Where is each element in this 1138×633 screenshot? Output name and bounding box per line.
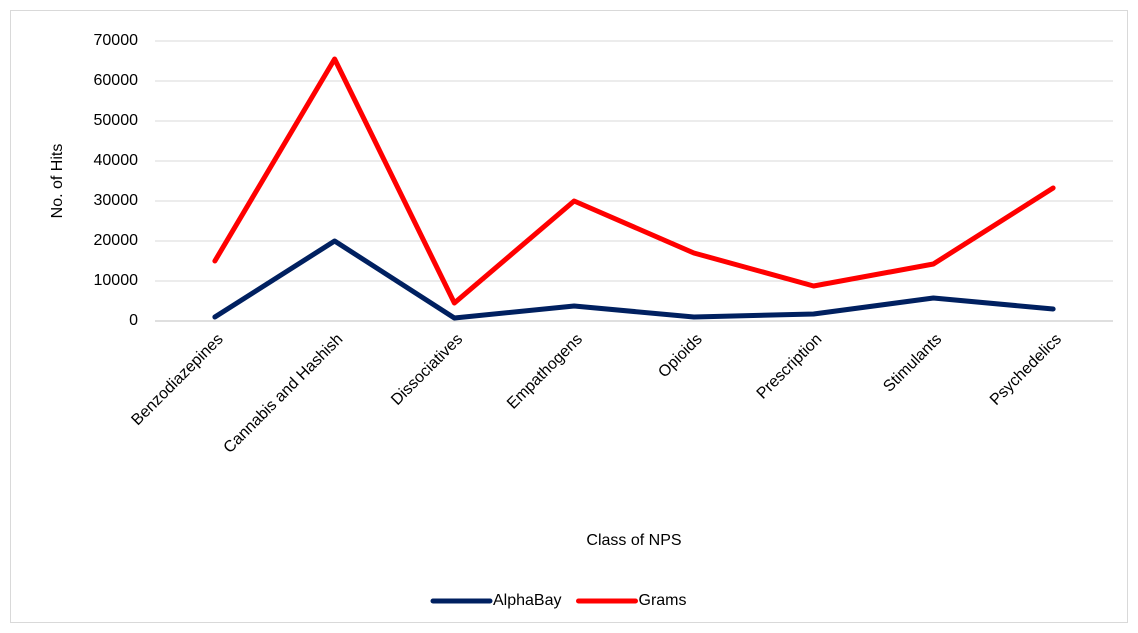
y-tick-label: 20000 (94, 232, 139, 249)
y-tick-label: 50000 (94, 112, 139, 129)
y-tick-label: 30000 (94, 192, 139, 209)
y-tick-label: 60000 (94, 72, 139, 89)
y-tick-label: 40000 (94, 152, 139, 169)
y-axis-title: No. of Hits (49, 144, 66, 219)
y-tick-label: 0 (129, 312, 138, 329)
series-line (212, 238, 1056, 321)
legend-label: Grams (639, 592, 687, 609)
x-axis-title: Class of NPS (586, 532, 681, 549)
y-tick-label: 70000 (94, 32, 139, 49)
y-tick-label: 10000 (94, 272, 139, 289)
chart-border (10, 10, 1128, 623)
series-line (212, 56, 1056, 306)
legend-label: AlphaBay (493, 592, 562, 609)
